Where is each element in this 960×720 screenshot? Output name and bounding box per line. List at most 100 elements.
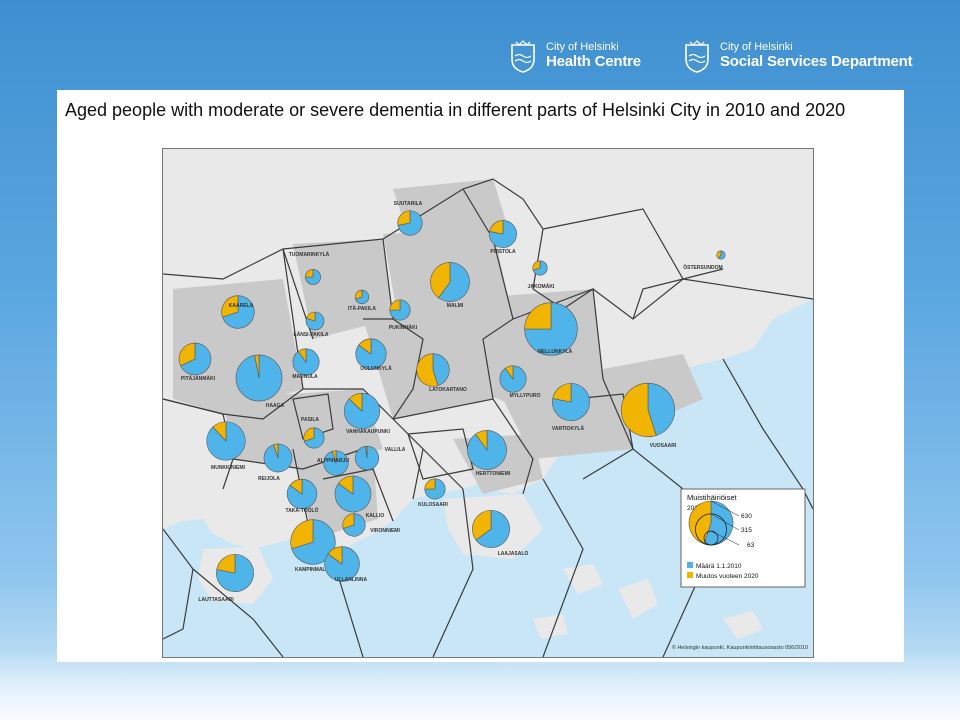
pie-slice-2020-change xyxy=(416,353,439,387)
legend: Muistihäiriöiset 2010 ja 2020 630 315 63… xyxy=(680,488,806,588)
pie-slice-2010 xyxy=(552,383,590,421)
pie-slice-2020-change xyxy=(552,383,572,403)
district-label: KAMPINMALMI xyxy=(295,567,332,573)
pie-slice-2010 xyxy=(524,302,578,356)
pie-slice-2010 xyxy=(222,295,255,329)
district-laajasalo: LAAJASALO xyxy=(472,510,528,557)
district-mellunkylä: MELLUNKYLÄ xyxy=(524,302,578,356)
district-label: VIRONNIEMI xyxy=(370,528,400,534)
district-östersundom: ÖSTERSUNDOM xyxy=(683,250,726,271)
map-copyright: © Helsingin kaupunki, Kaupunkimittausosa… xyxy=(672,644,808,651)
district-label: LATOKARTANO xyxy=(429,387,467,393)
legend-swatch-2020 xyxy=(687,572,693,578)
pie-slice-2010 xyxy=(718,250,726,260)
district-latokartano: LATOKARTANO xyxy=(416,353,467,393)
pie-slice-2020-change xyxy=(303,427,315,442)
legend-scale-label-min: 63 xyxy=(747,542,755,549)
pie-slice-2020-change xyxy=(430,262,451,299)
pie-slice-2020-change xyxy=(472,510,492,541)
pie-slice-2020-change xyxy=(290,519,314,550)
district-label: MALMI xyxy=(447,303,464,309)
legend-scale-label-max: 630 xyxy=(741,513,752,520)
legend-leader-line xyxy=(710,530,740,546)
district-label: VUOSAARI xyxy=(650,443,677,449)
district-taka-töölö: TAKA-TÖÖLÖ xyxy=(286,478,319,514)
health-centre-logo: City of Helsinki Health Centre xyxy=(510,36,641,76)
district-pies: SUUTARILA PUISTOLA JAKOMÄKI TUOMARINKYLÄ MAL… xyxy=(178,201,726,603)
slide-panel: Aged people with moderate or severe deme… xyxy=(57,90,904,662)
district-puistola: PUISTOLA xyxy=(489,220,517,255)
district-label: HAAGA xyxy=(266,403,285,409)
pie-slice-2020-change xyxy=(216,554,236,574)
district-vironniemi: VIRONNIEMI xyxy=(342,513,400,537)
pie-slice-2010 xyxy=(424,478,446,500)
legend-swatch-2010 xyxy=(687,562,693,568)
pie-slice-2010 xyxy=(489,220,517,248)
pie-slice-2020-change xyxy=(331,450,337,464)
pie-slice-2020-change xyxy=(306,311,316,322)
logo-health-line2: Health Centre xyxy=(546,52,641,70)
pie-slice-2020-change xyxy=(254,354,260,379)
district-label: TAKA-TÖÖLÖ xyxy=(286,507,319,514)
pie-slice-2010 xyxy=(438,262,470,302)
pie-slice-2010 xyxy=(389,299,411,321)
pie-slice-2010 xyxy=(305,269,321,285)
district-vuosaari: VUOSAARI xyxy=(620,382,677,449)
pie-slice-2020-change xyxy=(273,443,279,459)
district-label: PUISTOLA xyxy=(490,249,516,255)
district-label: SUUTARILA xyxy=(394,201,423,207)
district-label: HERTTONIEMI xyxy=(476,471,511,477)
pie-slice-2020-change xyxy=(354,289,363,300)
pie-slice-2020-change xyxy=(338,475,354,495)
pie-slice-2020-change xyxy=(297,348,307,363)
pie-slice-2020-change xyxy=(212,421,227,442)
legend-scale-label-mid: 315 xyxy=(741,527,752,534)
district-label: REIJOLA xyxy=(258,476,280,482)
dementia-map: SUUTARILA PUISTOLA JAKOMÄKI TUOMARINKYLÄ MAL… xyxy=(162,148,814,658)
helsinki-crest-icon xyxy=(511,40,535,73)
pie-slice-2020-change xyxy=(358,338,372,355)
social-services-logo: City of Helsinki Social Services Departm… xyxy=(684,36,913,76)
district-label: PITÄJÄNMÄKI xyxy=(181,375,216,382)
district-label: LÄNSI-PAKILA xyxy=(294,331,329,338)
pie-slice-2020-change xyxy=(178,342,196,367)
district-label: MAUNULA xyxy=(292,374,318,380)
district-myllypuro: MYLLYPURO xyxy=(499,365,541,399)
district-alppiharju: ALPPIHARJU xyxy=(317,450,349,476)
district-vallila: VALLILA xyxy=(354,445,406,471)
district-länsi-pakila: LÄNSI-PAKILA xyxy=(294,311,329,338)
pie-slice-2020-change xyxy=(475,430,488,451)
pie-slice-2020-change xyxy=(289,478,303,495)
district-label: VARTIOKYLÄ xyxy=(552,425,585,432)
district-label: KALLIO xyxy=(366,513,385,519)
pie-slice-2020-change xyxy=(504,365,514,380)
logo-social-line2: Social Services Department xyxy=(720,52,913,70)
pie-slice-2020-change xyxy=(716,250,722,259)
pie-slice-2020-change xyxy=(489,220,504,235)
pie-slice-2020-change xyxy=(221,295,239,318)
district-jakomäki: JAKOMÄKI xyxy=(528,260,555,290)
district-haaga: HAAGA xyxy=(235,354,285,409)
pie-slice-2020-change xyxy=(342,513,355,529)
district-pitäjänmäki: PITÄJÄNMÄKI xyxy=(178,342,216,382)
district-reijola: REIJOLA xyxy=(258,443,293,482)
district-label: MYLLYPURO xyxy=(510,393,541,399)
district-itä-pakila: ITÄ-PAKILA xyxy=(348,289,376,312)
district-label: VALLILA xyxy=(385,447,406,453)
district-label: VANHAKAUPUNKI xyxy=(346,429,390,435)
district-kallio: KALLIO xyxy=(334,475,385,519)
legend-leader-line xyxy=(710,500,740,517)
pie-slice-2020-change xyxy=(532,260,541,271)
pie-slice-2020-change xyxy=(424,478,436,490)
district-label: JAKOMÄKI xyxy=(528,283,555,290)
district-lauttasaari: LAUTTASAARI xyxy=(198,554,254,603)
district-label: LAUTTASAARI xyxy=(198,597,234,603)
district-vartiokylä: VARTIOKYLÄ xyxy=(552,383,590,432)
legend-title: Muistihäiriöiset xyxy=(687,493,738,502)
pie-slice-2020-change xyxy=(524,302,552,330)
district-label: ITÄ-PAKILA xyxy=(348,305,376,312)
pie-slice-2020-change xyxy=(305,269,314,278)
district-pasila: PASILA xyxy=(301,417,325,449)
district-label: PUKINMÄKI xyxy=(389,324,418,331)
district-label: KULOSAARI xyxy=(418,502,448,508)
